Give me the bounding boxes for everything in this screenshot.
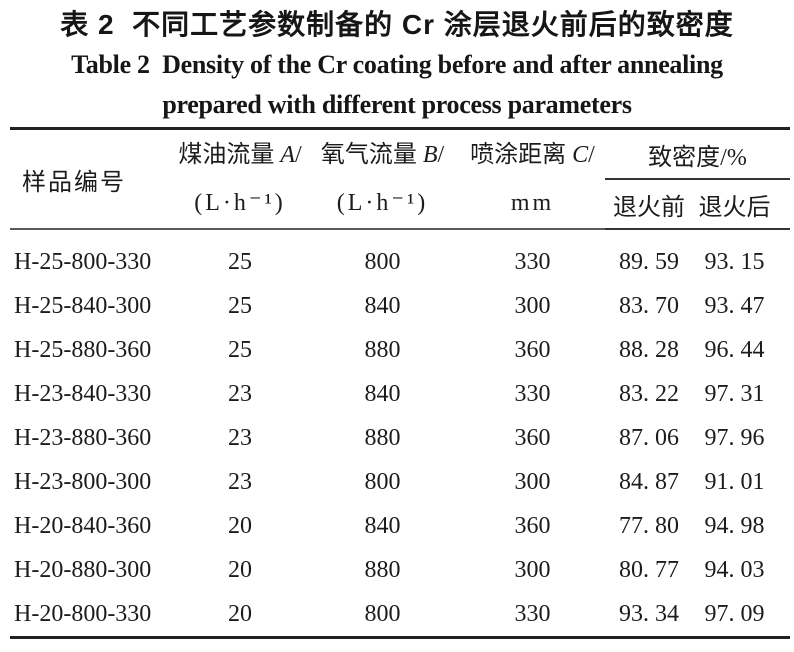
header-row-2: 退火前 退火后	[10, 179, 791, 230]
col-header-density-after: 退火后	[693, 179, 791, 230]
cell-after: 93. 15	[704, 248, 765, 275]
cell-before: 87. 06	[619, 424, 679, 451]
table-row: H-23-840-330 23 840 330 83. 22 97. 31	[10, 372, 790, 416]
kerosene-flow-name: 煤油流量 A/	[175, 131, 305, 179]
spray-distance-unit: mm	[510, 190, 555, 216]
oxygen-flow-unit: (L·h⁻¹)	[336, 190, 429, 216]
col-header-kerosene-flow: 煤油流量 A/ (L·h⁻¹)	[175, 128, 305, 230]
cell-kerosene: 25	[228, 336, 252, 363]
oxygen-flow-name: 氧气流量 B/	[305, 131, 460, 179]
slash: /	[437, 142, 445, 168]
cell-after: 97. 96	[704, 424, 765, 451]
col-header-oxygen-flow: 氧气流量 B/ (L·h⁻¹)	[305, 128, 460, 230]
table-row: H-20-800-330 20 800 330 93. 34 97. 09	[10, 592, 790, 638]
cell-distance: 330	[514, 380, 551, 407]
cell-before: 83. 22	[619, 380, 679, 407]
cell-before: 93. 34	[619, 600, 679, 627]
cell-sample: H-23-880-360	[14, 424, 152, 451]
kerosene-flow-symbol: A	[280, 142, 295, 168]
cell-oxygen: 840	[364, 292, 401, 319]
cell-sample: H-20-840-360	[14, 512, 152, 539]
cell-before: 88. 28	[619, 336, 679, 363]
cell-after: 94. 03	[704, 556, 765, 583]
cell-oxygen: 840	[364, 512, 401, 539]
cell-before: 89. 59	[619, 248, 679, 275]
cell-kerosene: 25	[228, 248, 252, 275]
cell-oxygen: 880	[364, 556, 401, 583]
slash: /	[588, 142, 595, 168]
cell-kerosene: 23	[228, 468, 252, 495]
cell-sample: H-20-880-300	[14, 556, 152, 583]
cell-after: 91. 01	[704, 468, 765, 495]
cell-oxygen: 880	[364, 336, 401, 363]
spray-distance-symbol: C	[572, 142, 589, 168]
cell-distance: 300	[514, 468, 551, 495]
col-header-spray-distance: 喷涂距离 C/ mm	[460, 128, 605, 230]
cell-after: 97. 09	[704, 600, 765, 627]
cell-after: 96. 44	[704, 336, 765, 363]
cell-kerosene: 23	[228, 424, 252, 451]
table-header: 样品编号 煤油流量 A/ (L·h⁻¹) 氧气流量 B/ (L·h⁻¹) 喷涂距离 C…	[10, 128, 791, 230]
data-table: 样品编号 煤油流量 A/ (L·h⁻¹) 氧气流量 B/ (L·h⁻¹) 喷涂距离 C…	[10, 127, 791, 639]
cell-kerosene: 25	[228, 292, 252, 319]
cell-before: 80. 77	[619, 556, 679, 583]
cell-sample: H-23-800-300	[14, 468, 152, 495]
cell-kerosene: 20	[228, 556, 252, 583]
cell-after: 97. 31	[704, 380, 765, 407]
cell-kerosene: 23	[228, 380, 252, 407]
table-row: H-23-800-300 23 800 300 84. 87 91. 01	[10, 460, 790, 504]
cell-distance: 330	[514, 248, 551, 275]
col-header-density-group: 致密度/%	[605, 128, 791, 180]
cell-kerosene: 20	[228, 600, 252, 627]
cell-kerosene: 20	[228, 512, 252, 539]
table-row: H-20-840-360 20 840 360 77. 80 94. 98	[10, 504, 790, 548]
slash: /	[295, 142, 302, 168]
table-row: H-20-880-300 20 880 300 80. 77 94. 03	[10, 548, 790, 592]
header-row-1: 样品编号 煤油流量 A/ (L·h⁻¹) 氧气流量 B/ (L·h⁻¹) 喷涂距离 C…	[10, 128, 791, 230]
cell-oxygen: 800	[364, 248, 401, 275]
cell-distance: 360	[514, 336, 551, 363]
cell-distance: 330	[514, 600, 551, 627]
cell-distance: 300	[514, 292, 551, 319]
table-row: H-25-800-330 25 800 330 89. 59 93. 15	[10, 229, 790, 284]
oxygen-flow-label: 氧气流量	[320, 142, 417, 168]
col-header-density-before: 退火前	[605, 179, 693, 230]
cell-after: 93. 47	[704, 292, 765, 319]
cell-oxygen: 880	[364, 424, 401, 451]
cell-sample: H-20-800-330	[14, 600, 152, 627]
cell-oxygen: 840	[364, 380, 401, 407]
col-header-sample: 样品编号	[10, 128, 175, 230]
table-row: H-23-880-360 23 880 360 87. 06 97. 96	[10, 416, 790, 460]
cell-sample: H-25-800-330	[14, 248, 152, 275]
oxygen-flow-symbol: B	[422, 142, 438, 168]
cell-before: 77. 80	[619, 512, 679, 539]
table-caption-en-line1: Table 2 Density of the Cr coating before…	[71, 50, 723, 79]
cell-distance: 360	[514, 424, 551, 451]
kerosene-flow-label: 煤油流量	[178, 142, 275, 168]
spray-distance-label: 喷涂距离	[470, 142, 567, 168]
cell-after: 94. 98	[704, 512, 765, 539]
cell-distance: 360	[514, 512, 551, 539]
cell-distance: 300	[514, 556, 551, 583]
cell-sample: H-23-840-330	[14, 380, 152, 407]
table-row: H-25-840-300 25 840 300 83. 70 93. 47	[10, 284, 790, 328]
cell-oxygen: 800	[364, 600, 401, 627]
table-body: H-25-800-330 25 800 330 89. 59 93. 15 H-25-840…	[10, 229, 790, 638]
cell-oxygen: 800	[364, 468, 401, 495]
kerosene-flow-unit: (L·h⁻¹)	[194, 190, 286, 216]
spray-distance-name: 喷涂距离 C/	[460, 131, 605, 179]
cell-sample: H-25-840-300	[14, 292, 152, 319]
cell-before: 84. 87	[619, 468, 679, 495]
table-caption-en-line2: prepared with different process paramete…	[162, 90, 632, 119]
cell-sample: H-25-880-360	[14, 336, 152, 363]
cell-before: 83. 70	[619, 292, 679, 319]
table-row: H-25-880-360 25 880 360 88. 28 96. 44	[10, 328, 790, 372]
table-caption-zh: 表 2 不同工艺参数制备的 Cr 涂层退火前后的致密度	[60, 9, 734, 40]
